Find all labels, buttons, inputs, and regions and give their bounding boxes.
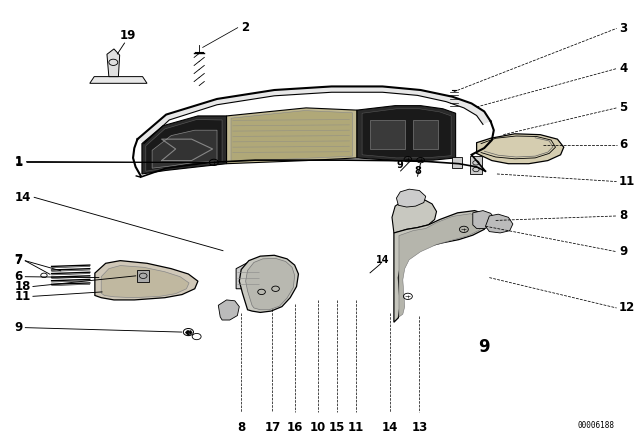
Text: 6: 6: [619, 138, 627, 151]
Text: 8: 8: [237, 421, 245, 434]
Polygon shape: [452, 157, 462, 168]
Text: 9: 9: [619, 245, 627, 258]
Polygon shape: [239, 255, 298, 312]
Text: 4: 4: [619, 62, 627, 75]
Text: 00006188: 00006188: [577, 422, 614, 431]
Polygon shape: [231, 111, 353, 161]
Polygon shape: [396, 189, 426, 207]
Text: 1: 1: [15, 155, 23, 168]
Polygon shape: [362, 109, 451, 158]
Text: 16: 16: [287, 421, 303, 434]
Text: 11: 11: [348, 421, 364, 434]
Polygon shape: [227, 108, 357, 164]
Text: 11: 11: [619, 175, 636, 188]
Text: 15: 15: [328, 421, 345, 434]
Text: 13: 13: [412, 421, 428, 434]
Text: 18: 18: [15, 280, 31, 293]
Polygon shape: [477, 134, 564, 164]
Text: 7: 7: [15, 254, 23, 267]
Text: 8: 8: [414, 166, 421, 176]
Polygon shape: [152, 130, 217, 168]
Text: 1: 1: [15, 156, 23, 169]
Polygon shape: [357, 106, 456, 160]
Text: 10: 10: [309, 421, 326, 434]
Text: 6: 6: [15, 270, 23, 283]
Polygon shape: [138, 270, 149, 282]
Polygon shape: [107, 49, 120, 77]
Text: 3: 3: [619, 22, 627, 35]
Text: 14: 14: [382, 421, 398, 434]
Text: 11: 11: [15, 290, 31, 303]
Polygon shape: [142, 116, 227, 174]
Polygon shape: [95, 261, 198, 300]
Text: 2: 2: [241, 21, 250, 34]
Text: 14: 14: [376, 255, 389, 265]
Text: 17: 17: [264, 421, 280, 434]
Text: 8: 8: [619, 210, 627, 223]
Text: 5: 5: [619, 101, 627, 114]
Polygon shape: [236, 262, 260, 289]
Polygon shape: [399, 214, 484, 317]
Text: 12: 12: [619, 302, 636, 314]
Polygon shape: [394, 211, 490, 322]
FancyBboxPatch shape: [413, 120, 438, 149]
FancyBboxPatch shape: [370, 120, 404, 149]
Polygon shape: [473, 211, 496, 228]
Text: 9: 9: [15, 321, 23, 334]
Polygon shape: [470, 156, 482, 174]
Polygon shape: [90, 77, 147, 83]
Polygon shape: [146, 120, 222, 171]
Polygon shape: [101, 266, 189, 297]
Polygon shape: [138, 86, 491, 144]
Text: 9: 9: [397, 160, 404, 170]
Text: 19: 19: [120, 29, 136, 42]
Polygon shape: [246, 258, 294, 310]
Polygon shape: [218, 300, 239, 320]
Text: 7: 7: [15, 253, 23, 266]
Text: 9: 9: [479, 338, 490, 356]
Polygon shape: [392, 198, 436, 233]
Text: 14: 14: [15, 191, 31, 204]
Polygon shape: [486, 214, 513, 233]
